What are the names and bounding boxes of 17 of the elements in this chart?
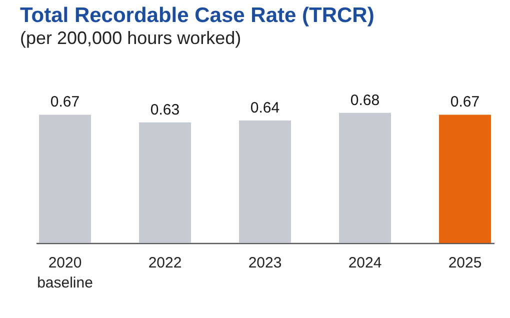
bar (439, 114, 491, 243)
data-label: 0.67 (450, 94, 480, 111)
bar (39, 114, 91, 243)
x-tick-label: 2020 baseline (37, 254, 93, 292)
data-label: 0.64 (250, 99, 280, 116)
x-tick-label: 2022 (148, 254, 182, 272)
bar (139, 122, 191, 243)
data-label: 0.68 (350, 92, 380, 109)
data-label: 0.63 (150, 101, 180, 118)
bar (239, 120, 291, 243)
x-tick-label: 2024 (348, 254, 382, 272)
chart-title: Total Recordable Case Rate (TRCR) (20, 4, 374, 27)
data-label: 0.67 (50, 94, 80, 111)
x-tick-label: 2023 (248, 254, 282, 272)
chart-subtitle: (per 200,000 hours worked) (20, 28, 242, 48)
bar (339, 112, 391, 243)
x-tick-label: 2025 (448, 254, 482, 272)
